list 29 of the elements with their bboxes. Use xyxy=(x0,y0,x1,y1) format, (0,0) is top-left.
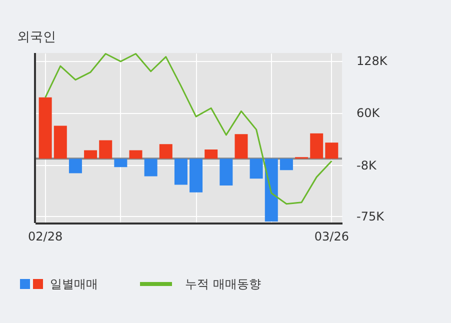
bar xyxy=(144,158,158,176)
x-tick-label: 02/28 xyxy=(28,230,63,244)
chart-title: 외국인 xyxy=(17,30,56,45)
y-tick-label: 60K xyxy=(356,106,381,120)
bar xyxy=(99,140,112,159)
bar xyxy=(325,142,338,159)
bar xyxy=(280,158,293,170)
y-tick-label: -75K xyxy=(356,210,386,224)
bar xyxy=(190,158,203,192)
bar xyxy=(68,158,82,174)
bar xyxy=(264,158,278,222)
bar xyxy=(174,158,188,185)
y-tick-label: -8K xyxy=(356,158,378,172)
bar xyxy=(38,97,52,159)
bar xyxy=(310,133,324,159)
bar xyxy=(220,158,233,186)
bar xyxy=(204,149,218,159)
bar xyxy=(114,158,128,168)
y-tick-label: 128K xyxy=(356,54,388,68)
bar xyxy=(234,134,248,159)
bar xyxy=(250,158,263,179)
x-tick-label: 03/26 xyxy=(314,230,349,244)
bar xyxy=(54,126,67,159)
bar xyxy=(129,150,142,159)
bar xyxy=(84,150,98,159)
line-series xyxy=(44,53,332,205)
bar xyxy=(159,144,172,159)
legend-label: 누적 매매동향 xyxy=(185,277,261,291)
legend-label: 일별매매 xyxy=(50,277,98,291)
